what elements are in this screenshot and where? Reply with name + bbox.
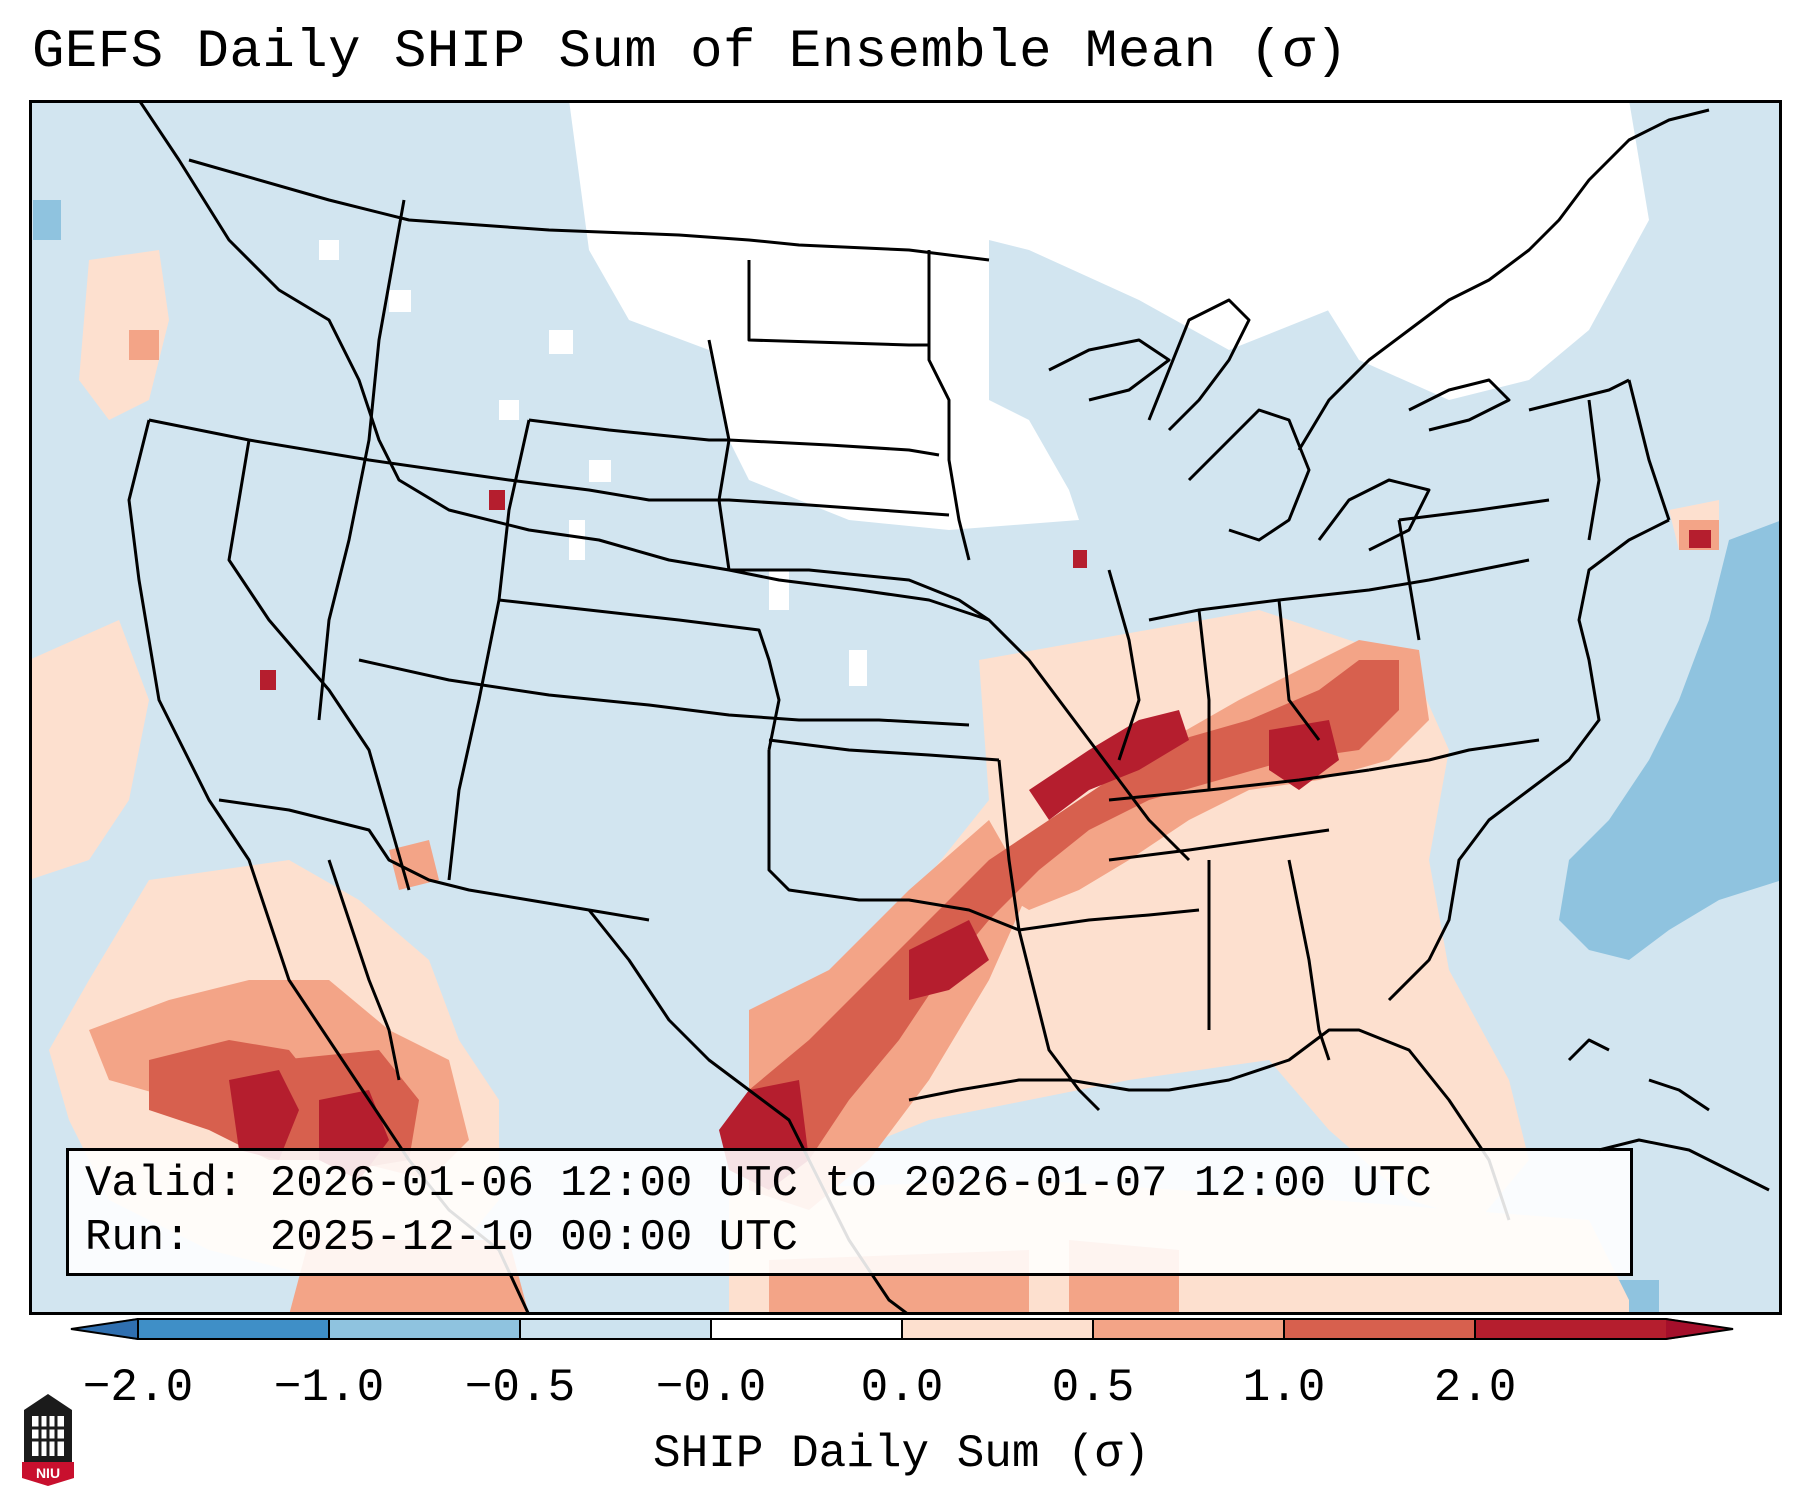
niu-logo: NIU (22, 1394, 74, 1486)
info-box: Valid: 2026-01-06 12:00 UTC to 2026-01-0… (66, 1148, 1633, 1276)
colorbar-segment (520, 1318, 712, 1340)
colorbar-tick-label: −0.5 (464, 1362, 576, 1414)
state-borders (127, 100, 1770, 1315)
colorbar-tick-label: −2.0 (82, 1362, 194, 1414)
colorbar-segment (1093, 1318, 1285, 1340)
valid-row: Valid: 2026-01-06 12:00 UTC to 2026-01-0… (85, 1159, 1432, 1209)
colorbar-tick-label: 0.5 (1051, 1362, 1135, 1414)
colorbar-tick-label: −1.0 (273, 1362, 385, 1414)
colorbar-segment (138, 1318, 330, 1340)
colorbar-segment (902, 1318, 1094, 1340)
logo-text: NIU (36, 1465, 60, 1481)
colorbar-over-arrow (1666, 1318, 1734, 1340)
colorbar (70, 1318, 1734, 1340)
colorbar-under-arrow (70, 1318, 138, 1340)
run-label: Run: (85, 1213, 191, 1263)
colorbar-label: SHIP Daily Sum (σ) (653, 1428, 1150, 1480)
neutral-region (319, 100, 1649, 720)
colorbar-tick-label: 1.0 (1242, 1362, 1326, 1414)
colorbar-tick-label: 2.0 (1433, 1362, 1517, 1414)
valid-label: Valid: (85, 1159, 244, 1209)
colorbar-segment (329, 1318, 521, 1340)
colorbar-segment (711, 1318, 903, 1340)
valid-value: 2026-01-06 12:00 UTC to 2026-01-07 12:00… (269, 1159, 1432, 1209)
map-plot (29, 100, 1782, 1315)
run-row: Run: 2025-12-10 00:00 UTC (85, 1213, 798, 1263)
colorbar-segment (1475, 1318, 1667, 1340)
colorbar-tick-label: −0.0 (655, 1362, 767, 1414)
map-title: GEFS Daily SHIP Sum of Ensemble Mean (σ) (32, 22, 1349, 83)
colorbar-segment (1284, 1318, 1476, 1340)
run-value: 2025-12-10 00:00 UTC (269, 1213, 798, 1263)
colorbar-tick-label: 0.0 (860, 1362, 944, 1414)
map-frame (29, 100, 1782, 1315)
